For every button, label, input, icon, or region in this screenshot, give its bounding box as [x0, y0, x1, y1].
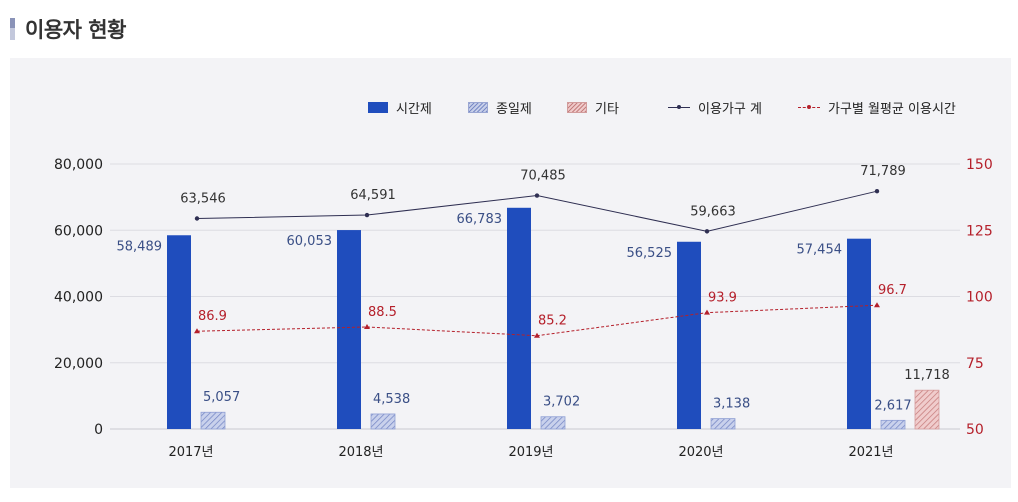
bar-label-time: 56,525 [627, 246, 673, 261]
label-total: 71,789 [860, 164, 906, 179]
legend-label-etc: 기타 [595, 102, 619, 117]
legend-line-avg [798, 102, 820, 113]
point-total [364, 212, 370, 218]
x-axis: 2017년 2018년 2019년 2020년 2021년 [168, 445, 893, 460]
legend-swatch-etc [567, 102, 587, 113]
y-left-tick-label: 80,000 [54, 157, 103, 173]
left-axis: 0 20,000 40,000 60,000 80,000 [54, 157, 103, 438]
y-right-tick-label: 100 [966, 290, 993, 306]
lines [194, 188, 880, 338]
point-avg [874, 302, 880, 308]
y-right-tick-label: 75 [966, 356, 984, 372]
label-total: 64,591 [350, 188, 396, 203]
line-avg [196, 304, 878, 337]
page-title: 이용자 현황 [25, 18, 126, 42]
y-left-tick-label: 40,000 [54, 290, 103, 306]
legend-item-day[interactable]: 종일제 [468, 98, 532, 117]
legend-item-total[interactable]: 이용가구 계 [668, 98, 762, 117]
x-tick-label: 2018년 [338, 445, 383, 460]
legend-label-time: 시간제 [396, 102, 432, 117]
title-marker [10, 18, 15, 40]
bar-label-time: 66,783 [457, 212, 503, 227]
point-avg [534, 332, 540, 338]
bar-label-time: 60,053 [287, 234, 333, 249]
x-tick-label: 2019년 [508, 445, 553, 460]
label-total: 59,663 [690, 204, 736, 219]
y-left-tick-label: 20,000 [54, 356, 103, 372]
bars [167, 207, 940, 430]
bar-day [880, 419, 906, 430]
bar-label-day: 2,617 [874, 398, 911, 413]
bar-day [370, 413, 396, 430]
bar-label-etc: 11,718 [904, 368, 950, 383]
bar-label-day: 3,702 [543, 395, 580, 410]
y-right-tick-label: 150 [966, 157, 993, 173]
bar-time [847, 238, 871, 429]
point-avg [364, 323, 370, 329]
point-total [704, 229, 710, 234]
legend-item-time[interactable]: 시간제 [368, 98, 432, 117]
bar-etc [914, 389, 940, 430]
y-right-tick-label: 50 [966, 422, 984, 438]
bar-label-day: 4,538 [373, 392, 410, 407]
point-avg [704, 309, 710, 315]
bar-day [710, 418, 736, 430]
grid-lines [110, 163, 960, 430]
right-axis: 50 75 100 125 150 [966, 157, 993, 438]
chart-panel: 0 20,000 40,000 60,000 80,000 50 75 100 125 150 … [10, 58, 1011, 488]
bar-label-time: 57,454 [797, 243, 843, 258]
bar-label-day: 3,138 [713, 397, 750, 412]
x-tick-label: 2020년 [678, 445, 723, 460]
label-avg: 85.2 [538, 314, 567, 329]
label-avg: 93.9 [708, 291, 737, 306]
point-total [534, 193, 540, 198]
label-total: 70,485 [520, 169, 566, 184]
bar-day [540, 416, 566, 430]
bar-day [200, 411, 226, 430]
legend-item-etc[interactable]: 기타 [567, 98, 619, 117]
chart-legend: 시간제 종일제 기타 이용가구 계 가구별 월평균 이용시간 [10, 98, 1011, 120]
legend-line-total [668, 102, 690, 113]
y-left-tick-label: 60,000 [54, 223, 103, 239]
legend-label-avg: 가구별 월평균 이용시간 [828, 102, 956, 117]
legend-label-total: 이용가구 계 [698, 102, 762, 117]
bar-time [337, 230, 361, 429]
bar-time [507, 207, 531, 429]
legend-swatch-day [468, 102, 488, 113]
legend-label-day: 종일제 [496, 102, 532, 117]
page-header: 이용자 현황 [10, 12, 126, 46]
label-avg: 86.9 [198, 309, 227, 324]
bar-time [167, 235, 191, 429]
legend-item-avg[interactable]: 가구별 월평균 이용시간 [798, 98, 956, 117]
x-tick-label: 2017년 [168, 445, 213, 460]
label-avg: 88.5 [368, 305, 397, 320]
point-avg [194, 328, 200, 334]
y-right-tick-label: 125 [966, 223, 993, 239]
data-labels: 58,489 60,053 66,783 56,525 57,454 5,057 4,538… [117, 164, 950, 413]
point-total [874, 188, 880, 194]
bar-time [677, 241, 701, 429]
x-tick-label: 2021년 [848, 445, 893, 460]
point-total [194, 216, 200, 221]
label-avg: 96.7 [878, 283, 907, 298]
bar-label-day: 5,057 [203, 390, 240, 405]
y-left-tick-label: 0 [94, 422, 103, 438]
bar-label-time: 58,489 [117, 239, 163, 254]
label-total: 63,546 [180, 192, 226, 207]
legend-swatch-time [368, 102, 388, 113]
